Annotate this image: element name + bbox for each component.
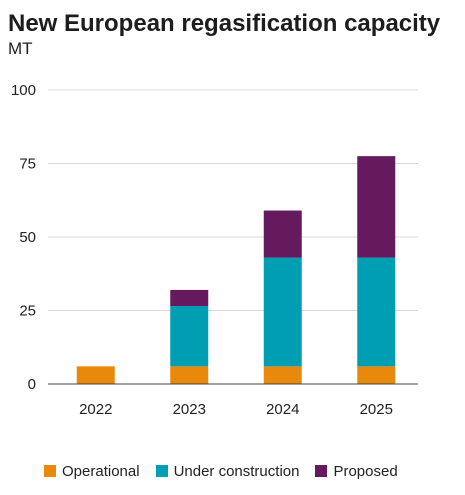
y-tick-label: 75 bbox=[19, 156, 36, 173]
y-tick-label: 50 bbox=[19, 229, 36, 246]
x-tick-label: 2022 bbox=[79, 401, 112, 418]
bar-under-construction-2025 bbox=[357, 257, 396, 367]
bar-operational-2022 bbox=[76, 366, 115, 384]
legend: Operational Under construction Proposed bbox=[44, 461, 398, 481]
legend-item-under-construction: Under construction bbox=[155, 462, 300, 480]
bar-proposed-2023 bbox=[170, 289, 209, 307]
bar-proposed-2025 bbox=[357, 156, 396, 258]
legend-label: Operational bbox=[62, 462, 140, 480]
x-tick-label: 2023 bbox=[173, 401, 206, 418]
chart-subtitle: MT bbox=[8, 39, 33, 58]
x-tick-labels: 2022 2023 2024 2025 bbox=[79, 401, 393, 418]
bar-operational-2024 bbox=[263, 366, 302, 384]
x-tick-label: 2024 bbox=[266, 401, 299, 418]
legend-swatch bbox=[315, 465, 328, 477]
legend-swatch bbox=[155, 465, 168, 477]
y-tick-label: 0 bbox=[28, 376, 36, 393]
legend-item-operational: Operational bbox=[44, 463, 140, 480]
chart-title: New European regasification capacity bbox=[8, 10, 441, 37]
legend-label: Proposed bbox=[333, 462, 398, 480]
bar-under-construction-2024 bbox=[263, 257, 302, 367]
legend-swatch bbox=[44, 465, 56, 477]
bar-under-construction-2023 bbox=[170, 306, 209, 367]
bar-operational-2023 bbox=[170, 366, 209, 384]
bars bbox=[76, 156, 396, 384]
y-tick-labels: 0 25 50 75 100 bbox=[11, 82, 36, 393]
bar-proposed-2024 bbox=[263, 210, 302, 258]
x-tick-label: 2025 bbox=[360, 401, 393, 418]
y-tick-label: 100 bbox=[11, 82, 36, 99]
bar-operational-2025 bbox=[357, 366, 396, 384]
y-tick-label: 25 bbox=[19, 303, 36, 320]
legend-item-proposed: Proposed bbox=[315, 462, 398, 480]
legend-label: Under construction bbox=[173, 462, 300, 480]
grid-lines bbox=[48, 89, 418, 311]
